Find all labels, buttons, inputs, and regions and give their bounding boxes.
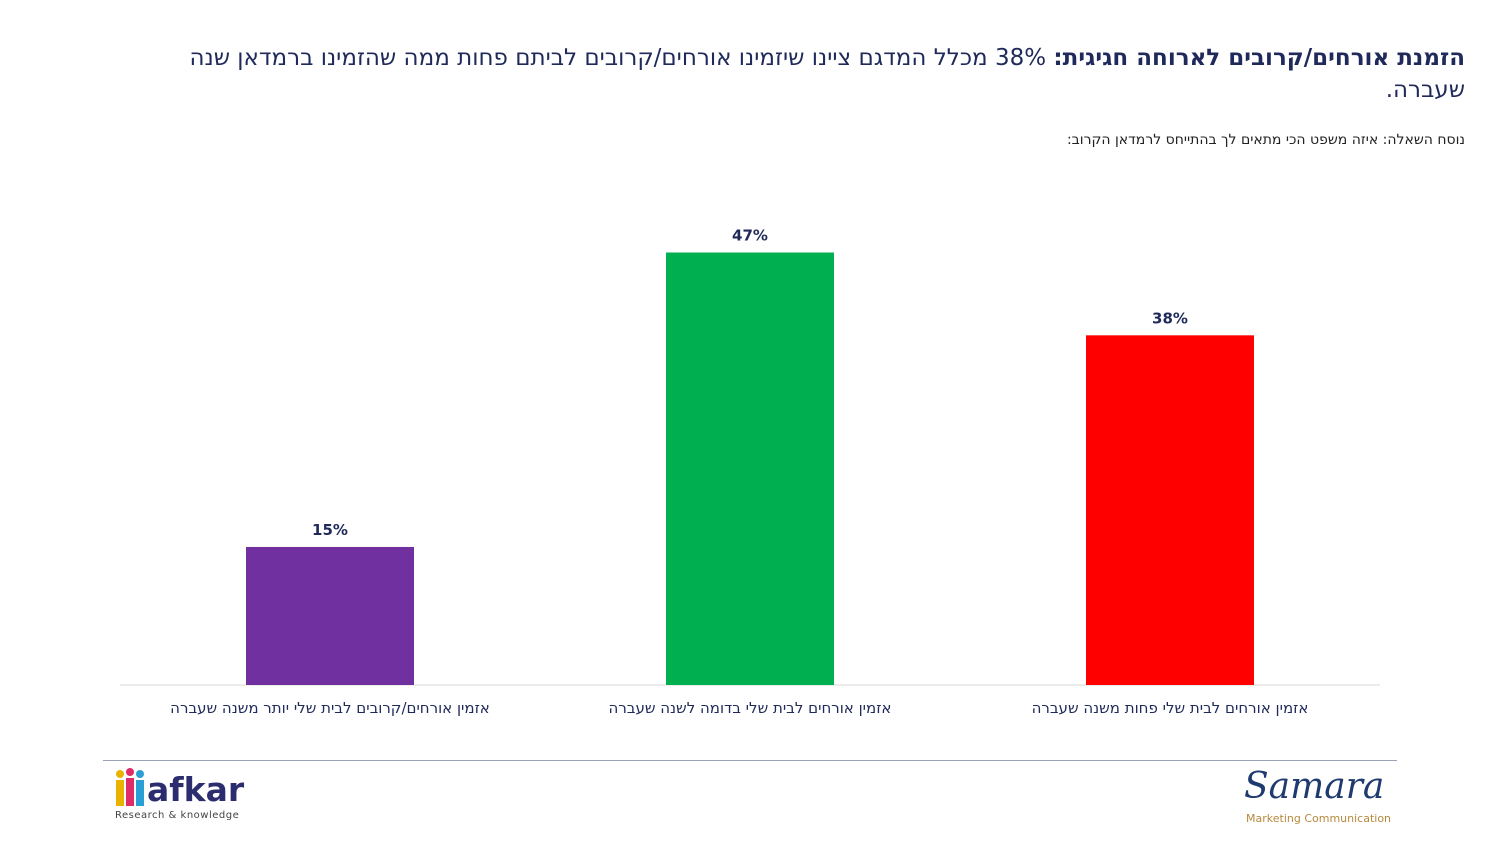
headline: הזמנת אורחים/קרובים לארוחה חגיגית: 38% מ… (110, 42, 1465, 106)
samara-logo-word: Samara (1244, 766, 1385, 807)
afkar-logo-word: afkar (147, 770, 245, 809)
bar-2 (666, 252, 834, 686)
samara-logo-tagline: Marketing Communication (1246, 812, 1392, 825)
afkar-people-icon (116, 768, 144, 806)
category-label-2: אזמין אורחים לבית שלי בדומה לשנה שעברה (609, 699, 892, 717)
bar-1 (246, 546, 414, 685)
category-label-3: אזמין אורחים לבית שלי פחות משנה שעברה (1032, 699, 1309, 717)
category-label-1: אזמין אורחים/קרובים לבית שלי יותר משנה ש… (170, 699, 490, 717)
afkar-logo-tagline: Research & knowledge (115, 810, 240, 821)
bar-value-label-2: 47% (732, 227, 768, 245)
samara-logo: Samara Marketing Communication (1238, 766, 1392, 830)
headline-rest: 38% מכלל המדגם ציינו שיזמינו אורחים/קרוב… (189, 45, 1465, 103)
bar-value-label-3: 38% (1152, 309, 1188, 327)
headline-bold: הזמנת אורחים/קרובים לארוחה חגיגית: (1053, 45, 1465, 71)
bar-3 (1086, 335, 1254, 685)
afkar-logo: afkar Research & knowledge (113, 768, 263, 828)
bar-value-label-1: 15% (312, 521, 348, 539)
footer-divider (103, 760, 1397, 761)
question-text: נוסח השאלה: איזה משפט הכי מתאים לך בהתיי… (1066, 132, 1465, 148)
